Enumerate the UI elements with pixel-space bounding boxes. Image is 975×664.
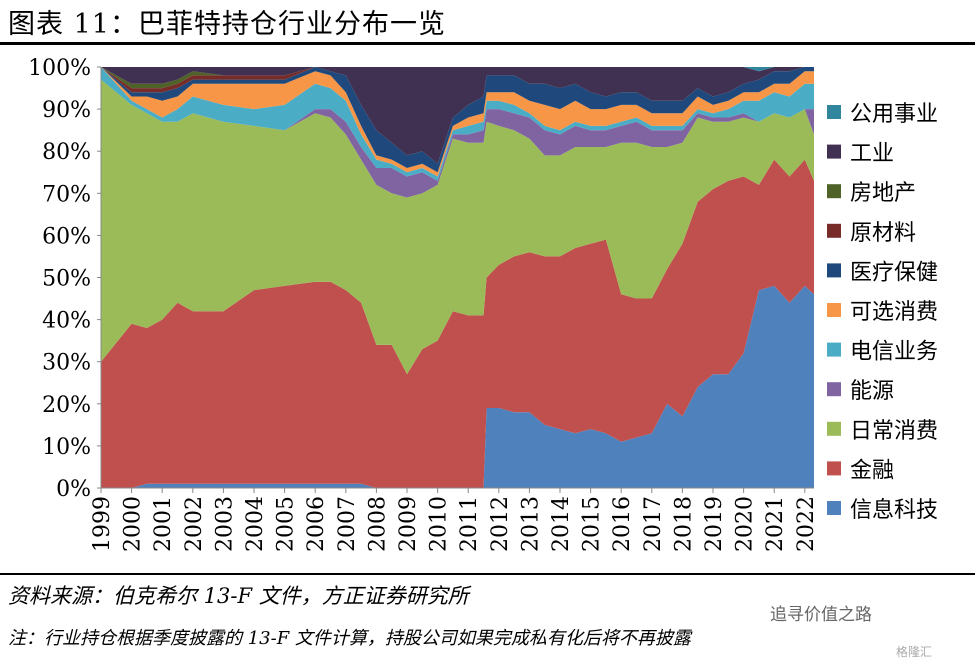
chart-areas	[101, 67, 814, 488]
y-tick-label: 30%	[42, 351, 91, 376]
y-tick-label: 40%	[42, 309, 91, 334]
x-tick-label: 2003	[212, 496, 237, 552]
area-series-6	[101, 67, 814, 173]
x-tick-label: 2005	[274, 496, 299, 552]
y-tick-label: 20%	[42, 393, 91, 418]
x-tick-label: 2001	[151, 496, 176, 552]
legend-label: 电信业务	[850, 340, 938, 365]
bottom-rule	[0, 573, 975, 575]
source-note: 资料来源：伯克希尔 13-F 文件，方正证券研究所	[8, 584, 469, 608]
area-series-0	[101, 285, 814, 488]
area-series-9	[101, 67, 814, 164]
legend-swatch	[827, 501, 841, 515]
x-tick-label: 2022	[794, 496, 819, 552]
legend-swatch	[827, 263, 841, 278]
x-tick-label: 2004	[243, 496, 268, 552]
watermark: 追寻价值之路	[770, 605, 872, 625]
x-tick-label: 2021	[763, 496, 788, 552]
x-axis-ticks: 1999 2000 2001 2002 2003 2004 2005 2006 2007 2008…	[90, 488, 819, 552]
legend-label: 医疗保健	[850, 260, 938, 285]
y-tick-label: 50%	[42, 267, 91, 292]
area-series-5	[101, 67, 814, 177]
legend-label: 工业	[850, 142, 894, 167]
y-tick-label: 0%	[56, 477, 91, 502]
legend-label: 能源	[850, 379, 894, 404]
legend-label: 原材料	[850, 221, 916, 246]
x-tick-label: 2008	[365, 496, 390, 552]
x-tick-label: 2009	[396, 496, 421, 552]
x-tick-label: 2011	[457, 496, 482, 552]
legend-label: 房地产	[850, 181, 916, 206]
legend-swatch	[827, 382, 841, 397]
legend-swatch	[827, 223, 841, 238]
legend-label: 公用事业	[850, 102, 938, 127]
area-series-2	[101, 79, 814, 375]
y-tick-label: 70%	[42, 182, 91, 207]
legend-label: 日常消费	[850, 419, 938, 444]
y-tick-label: 60%	[42, 224, 91, 249]
legend-label: 可选消费	[850, 300, 938, 325]
legend-swatch	[827, 421, 841, 436]
x-tick-label: 2017	[641, 496, 666, 552]
x-tick-label: 2000	[121, 496, 146, 552]
x-tick-label: 2016	[610, 496, 635, 552]
legend-swatch	[827, 342, 841, 357]
x-tick-label: 2013	[518, 496, 543, 552]
x-tick-label: 2010	[427, 496, 452, 552]
legend-swatch	[827, 105, 841, 119]
y-tick-label: 90%	[42, 98, 91, 123]
legend-swatch	[827, 303, 841, 317]
x-tick-label: 2018	[671, 496, 696, 552]
x-tick-label: 2002	[182, 496, 207, 552]
x-tick-label: 2020	[733, 496, 758, 552]
y-tick-label: 80%	[42, 140, 91, 165]
x-tick-label: 1999	[90, 496, 115, 552]
area-series-1	[101, 159, 814, 488]
x-tick-label: 2007	[335, 496, 360, 552]
stacked-area-chart: 0%10%20%30%40%50%60%70%80%90%100% 1999 20…	[28, 56, 938, 552]
area-series-4	[101, 67, 814, 181]
x-tick-label: 2019	[702, 496, 727, 552]
y-tick-label: 10%	[42, 435, 91, 460]
watermark-secondary: 格隆汇	[896, 645, 933, 659]
legend-swatch	[827, 184, 841, 199]
legend-label: 信息科技	[850, 498, 938, 523]
x-tick-label: 2015	[580, 496, 605, 552]
y-axis-ticks: 0% 10% 20% 30% 40% 50% 60% 70% 80% 90% 100%	[28, 56, 101, 502]
legend-swatch	[827, 144, 841, 159]
x-tick-label: 2012	[488, 496, 513, 552]
figure-title: 图表 11：巴菲特持仓行业分布一览	[8, 9, 446, 40]
footnote: 注：行业持仓根据季度披露的 13-F 文件计算，持股公司如果完成私有化后将不再披…	[8, 628, 691, 649]
title-rule	[0, 42, 975, 45]
x-tick-label: 2014	[549, 496, 574, 552]
x-tick-label: 2006	[304, 496, 329, 552]
y-tick-label: 100%	[28, 56, 91, 81]
legend-label: 金融	[850, 458, 894, 483]
area-series-3	[101, 79, 814, 198]
legend-swatch	[827, 461, 841, 476]
